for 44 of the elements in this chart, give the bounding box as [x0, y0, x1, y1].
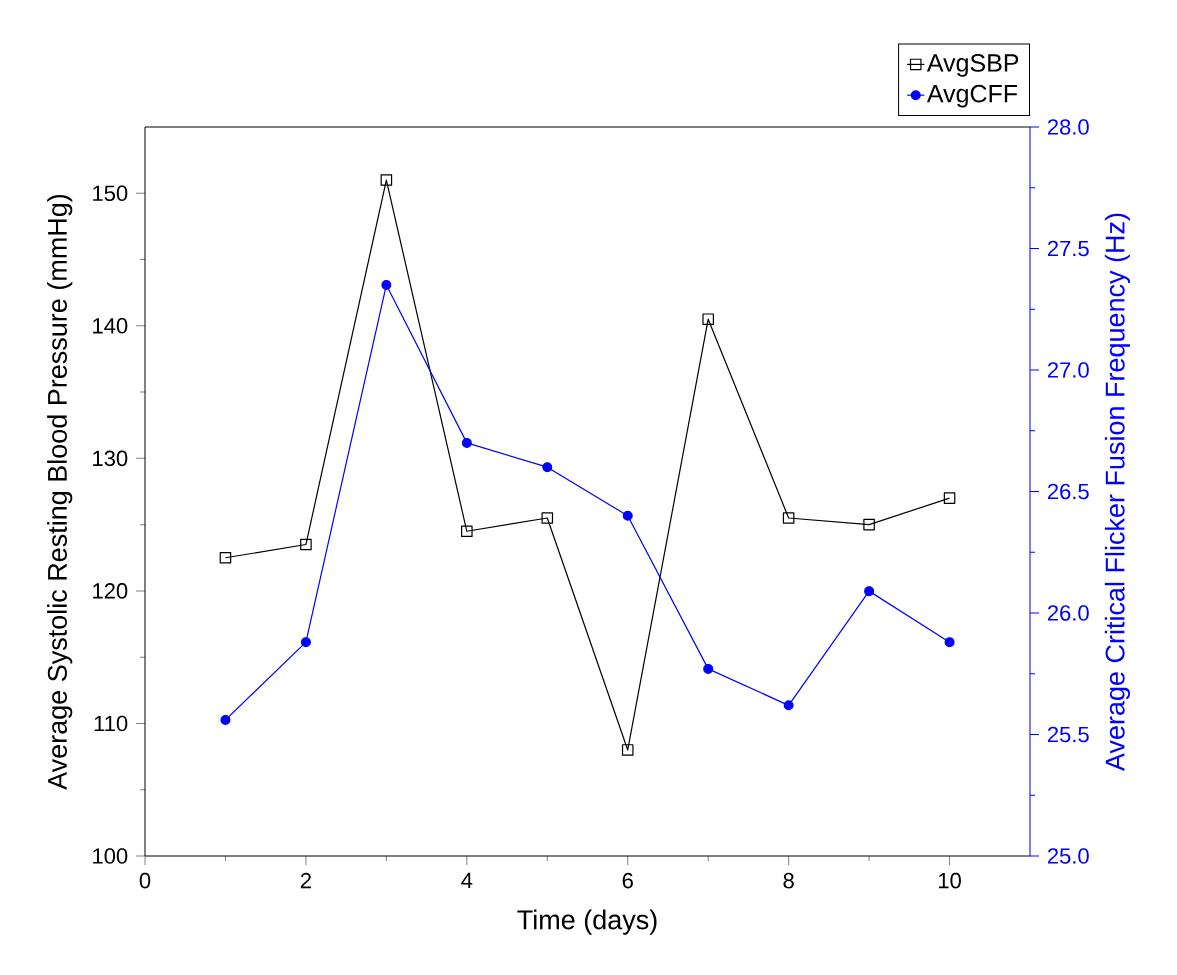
y-tick-label: 130: [93, 450, 128, 467]
x-tick-label: 2: [300, 872, 311, 889]
legend-label: AvgCFF: [926, 84, 1018, 108]
point: [220, 714, 231, 725]
point: [219, 551, 232, 564]
y-axis-title: Average Systolic Resting Blood Pressure (mmHg): [47, 194, 73, 790]
point: [461, 525, 473, 538]
y2-tick-label: 27.5: [1047, 240, 1089, 257]
y2-tick-label: 26.0: [1047, 605, 1089, 621]
y-tick-label: 120: [93, 583, 128, 599]
y2-tick-label: 26.5: [1047, 483, 1089, 500]
point: [300, 637, 311, 648]
legend-label: AvgSBP: [926, 54, 1019, 77]
y2-tick-label: 25.0: [1047, 848, 1089, 864]
y-tick-label: 100: [93, 848, 128, 864]
y2-tick-label: 25.5: [1047, 726, 1089, 743]
point: [702, 313, 714, 325]
point: [703, 663, 714, 674]
point: [300, 538, 312, 551]
point: [863, 518, 875, 531]
point: [783, 700, 794, 711]
x-tick-label: 4: [461, 872, 473, 888]
point: [621, 744, 634, 756]
point: [782, 512, 795, 524]
y-tick-label: 110: [94, 715, 128, 732]
x-tick-label: 8: [783, 872, 794, 889]
point: [542, 462, 553, 473]
y2-axis-title: Average Critical Flicker Fusion Frequency (Hz): [1104, 213, 1130, 772]
point: [380, 174, 393, 186]
point: [943, 492, 956, 504]
y2-tick-label: 28.0: [1047, 119, 1089, 135]
point: [622, 510, 633, 521]
x-tick-label: 6: [622, 872, 633, 889]
x-axis-title: Time (days): [517, 909, 657, 935]
x-tick-label: 10: [939, 872, 961, 889]
point: [381, 279, 392, 290]
y-tick-label: 140: [93, 318, 128, 334]
point: [461, 437, 472, 448]
y-tick-label: 150: [93, 185, 128, 202]
y2-tick-label: 27.0: [1047, 362, 1089, 378]
x-tick-label: 0: [139, 872, 151, 889]
point: [541, 512, 554, 524]
point: [944, 637, 955, 648]
point: [864, 586, 875, 597]
